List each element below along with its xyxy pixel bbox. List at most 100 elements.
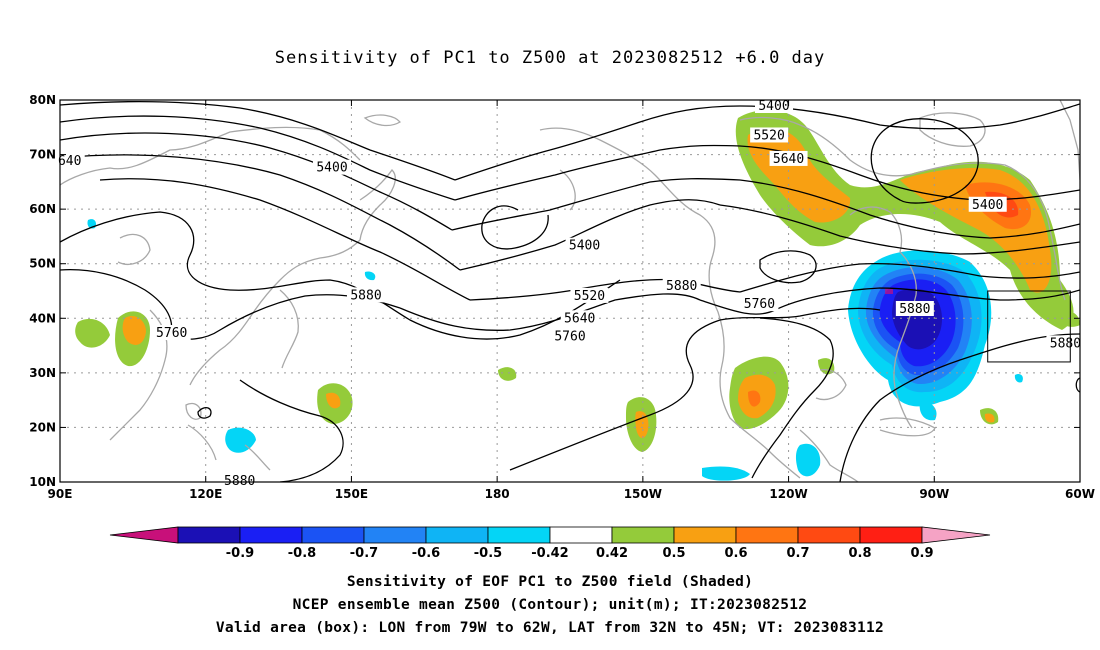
lon-tick-label: 90E bbox=[48, 487, 73, 501]
contour-line bbox=[454, 144, 741, 201]
lat-tick-label: 50N bbox=[29, 257, 56, 271]
contour-label: 5760 bbox=[554, 329, 585, 344]
lat-tick-label: 10N bbox=[29, 475, 56, 489]
contour-label-bg bbox=[220, 472, 259, 488]
contour-line bbox=[399, 293, 701, 331]
colorbar-swatch bbox=[859, 526, 923, 544]
lat-tick-label: 70N bbox=[29, 148, 56, 162]
contour-label: 5400 bbox=[316, 161, 347, 176]
contour-line bbox=[60, 115, 456, 201]
contour-line bbox=[509, 307, 881, 471]
contour-label-bg bbox=[968, 196, 1007, 212]
caption-line-3: Valid area (box): LON from 79W to 62W, L… bbox=[215, 620, 885, 636]
contour-label-bg bbox=[755, 98, 793, 114]
lon-tick-label: 60W bbox=[1065, 487, 1095, 501]
lon-tick-label: 180 bbox=[485, 487, 510, 501]
contour-label-bg bbox=[769, 150, 808, 166]
lon-tick-label: 90W bbox=[919, 487, 949, 501]
contour-line bbox=[197, 406, 212, 419]
z500-contours bbox=[60, 100, 1080, 482]
colorbar-label: -0.5 bbox=[474, 546, 502, 561]
colorbar-label: 0.42 bbox=[596, 546, 628, 561]
contour-line bbox=[60, 132, 453, 231]
contour-line bbox=[739, 262, 1080, 293]
colorbar-max-arrow bbox=[921, 526, 991, 544]
contour-label-bg bbox=[1046, 335, 1085, 351]
contour-line bbox=[870, 118, 979, 204]
contour-labels: 5400 5520 5640 5400 640 5400 5400 5520 5640 5760 5… bbox=[54, 98, 1085, 489]
caption-line-2: NCEP ensemble mean Z500 (Contour); unit(… bbox=[292, 597, 808, 613]
map-title: Sensitivity of PC1 to Z500 at 2023082512… bbox=[274, 48, 826, 68]
contour-label: 5880 bbox=[899, 302, 930, 317]
contour-label-bg bbox=[662, 278, 701, 294]
contour-line bbox=[454, 105, 741, 181]
contour-label-bg bbox=[565, 237, 604, 253]
contour-line bbox=[481, 205, 549, 250]
contour-label: 5400 bbox=[972, 198, 1003, 213]
contour-line bbox=[60, 211, 621, 340]
colorbar-label: 0.9 bbox=[910, 546, 933, 561]
shading-layer bbox=[75, 109, 1080, 481]
colorbar-swatch bbox=[797, 526, 861, 544]
contour-line bbox=[719, 204, 1080, 255]
contour-line bbox=[60, 100, 456, 181]
colorbar-swatch bbox=[673, 526, 737, 544]
lon-tick-label: 150E bbox=[335, 487, 368, 501]
contour-label-bg bbox=[895, 301, 934, 317]
contour-line bbox=[1075, 377, 1080, 393]
colorbar-label: 0.7 bbox=[786, 546, 809, 561]
contour-label-bg bbox=[313, 159, 351, 175]
lat-tick-label: 60N bbox=[29, 202, 56, 216]
lon-tick-label: 120W bbox=[769, 487, 807, 501]
colorbar-label: 0.8 bbox=[848, 546, 871, 561]
lat-tick-label: 40N bbox=[29, 311, 56, 325]
colorbar-swatch bbox=[735, 526, 799, 544]
colorbar-label: -0.8 bbox=[288, 546, 316, 561]
contour-line bbox=[469, 278, 741, 301]
contour-label-bg bbox=[570, 287, 609, 303]
colorbar-swatch bbox=[487, 526, 551, 544]
lon-tick-label: 150W bbox=[624, 487, 662, 501]
contour-label: 640 bbox=[58, 154, 81, 169]
contour-line bbox=[99, 178, 471, 301]
lat-tick-label: 80N bbox=[29, 93, 56, 107]
caption-line-1: Sensitivity of EOF PC1 to Z500 field (Sh… bbox=[346, 574, 754, 590]
contour-label-bg bbox=[551, 328, 589, 344]
contour-line bbox=[239, 379, 344, 482]
colorbar-swatch bbox=[239, 526, 303, 544]
contour-label: 5520 bbox=[753, 128, 784, 143]
lon-tick-label: 120E bbox=[189, 487, 222, 501]
contour-label: 5640 bbox=[564, 311, 595, 326]
colorbar-label: 0.5 bbox=[662, 546, 685, 561]
valid-area-box bbox=[987, 290, 1071, 363]
contour-label-bg bbox=[560, 310, 599, 326]
contour-line bbox=[60, 154, 461, 271]
contour-label: 5760 bbox=[156, 326, 187, 341]
colorbar-label: 0.6 bbox=[724, 546, 747, 561]
colorbar-swatch bbox=[301, 526, 365, 544]
contour-label: 5880 bbox=[666, 279, 697, 294]
lat-tick-label: 20N bbox=[29, 420, 56, 434]
contour-line bbox=[759, 250, 817, 284]
contour-label: 5640 bbox=[773, 152, 804, 167]
contour-label-bg bbox=[750, 127, 789, 143]
contour-line bbox=[751, 317, 834, 479]
contour-label-bg bbox=[347, 287, 385, 303]
colorbar-label: -0.7 bbox=[350, 546, 378, 561]
colorbar: -0.9 -0.8 -0.7 -0.6 -0.5 -0.42 0.42 0.5 0.6 0.7 0.… bbox=[109, 526, 991, 561]
colorbar-swatch bbox=[425, 526, 489, 544]
colorbar-label: -0.9 bbox=[226, 546, 254, 561]
colorbar-min-arrow bbox=[109, 526, 179, 544]
contour-line bbox=[60, 269, 401, 340]
contour-line bbox=[839, 333, 1080, 482]
contour-label-bg bbox=[54, 153, 85, 169]
contour-line bbox=[739, 179, 1080, 239]
contour-label: 5400 bbox=[569, 239, 600, 254]
colorbar-swatch bbox=[363, 526, 427, 544]
contour-label: 5880 bbox=[1050, 336, 1081, 351]
contour-line bbox=[699, 287, 1080, 315]
contour-label: 5520 bbox=[574, 289, 605, 304]
colorbar-swatch bbox=[177, 526, 241, 544]
contour-line bbox=[451, 178, 741, 231]
